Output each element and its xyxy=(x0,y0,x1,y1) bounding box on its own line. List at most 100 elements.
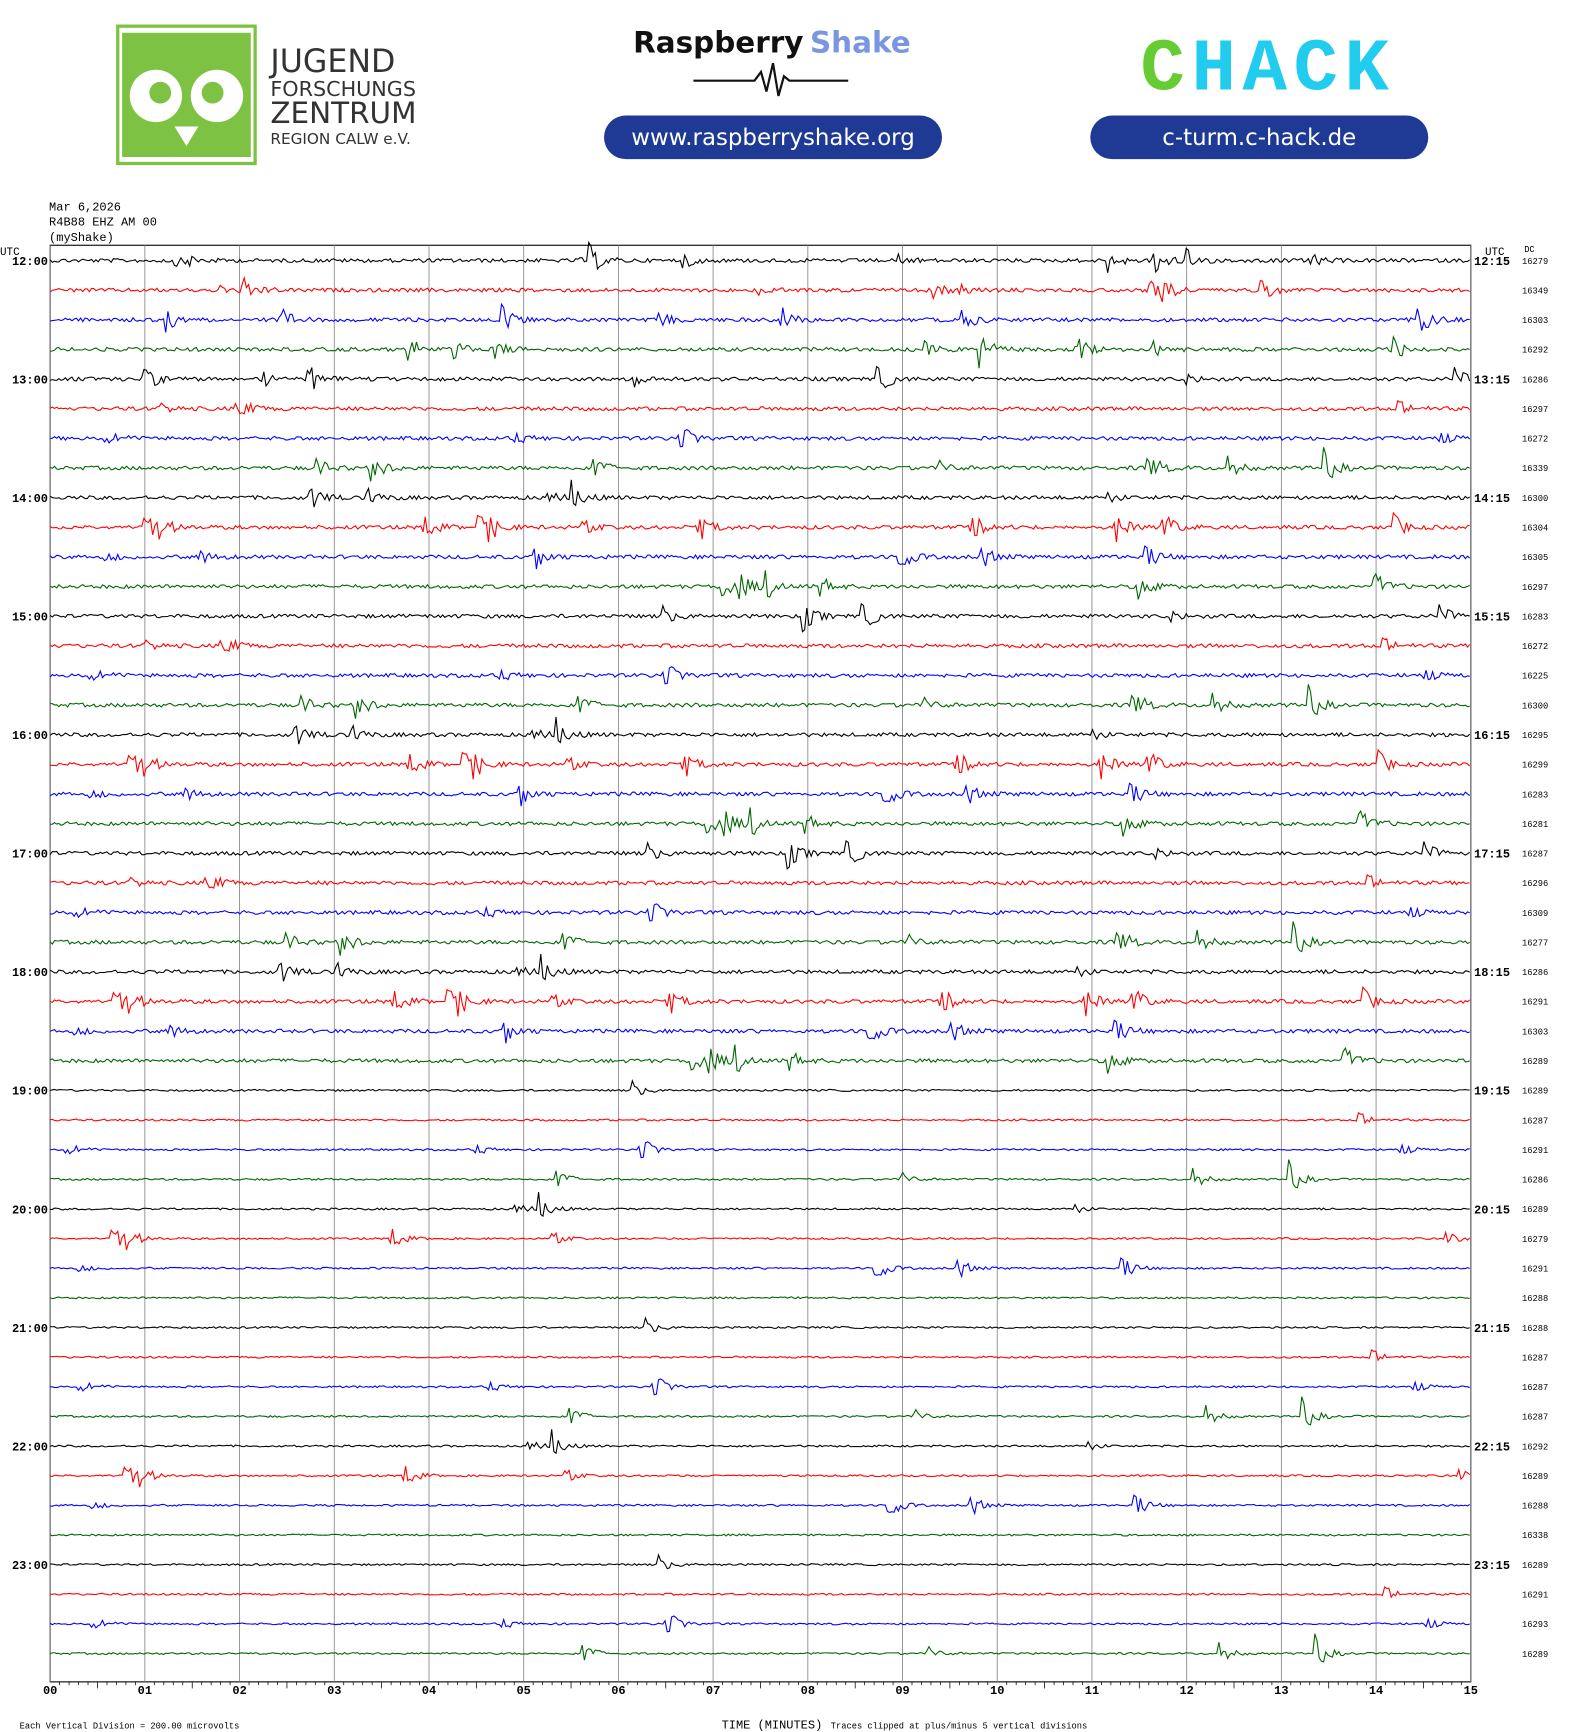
right-time-label: 15:15 xyxy=(1474,611,1510,625)
right-time-label: 16:15 xyxy=(1474,729,1510,743)
right-time-label: 21:15 xyxy=(1474,1322,1510,1336)
trace xyxy=(49,1615,1470,1633)
x-tick-label: 06 xyxy=(611,1684,625,1698)
left-time-label: 21:00 xyxy=(12,1322,48,1336)
trace xyxy=(49,1533,1470,1537)
dc-value: 16289 xyxy=(1522,1472,1548,1482)
trace xyxy=(49,666,1470,685)
trace xyxy=(49,1044,1470,1074)
x-tick-label: 10 xyxy=(990,1684,1004,1698)
dc-value: 16297 xyxy=(1522,405,1548,415)
left-time-label: 23:00 xyxy=(12,1559,48,1573)
rs-squiggle xyxy=(693,62,849,97)
x-tick-label: 09 xyxy=(895,1684,909,1698)
logo-bg xyxy=(122,32,251,157)
dc-value: 16309 xyxy=(1522,909,1548,919)
trace xyxy=(50,1192,1470,1218)
dc-value: 16291 xyxy=(1522,1264,1548,1274)
x-tick-label: 14 xyxy=(1369,1684,1383,1698)
left-time-label: 13:00 xyxy=(12,373,48,387)
chack-logo: CHACK c-turm.c-hack.de xyxy=(1090,28,1429,160)
trace xyxy=(49,1633,1470,1663)
dc-value: 16281 xyxy=(1522,820,1548,830)
dc-value: 16279 xyxy=(1522,257,1548,267)
dc-value: 16289 xyxy=(1522,1205,1548,1215)
dc-value: 16291 xyxy=(1522,998,1548,1008)
trace xyxy=(49,1228,1471,1251)
trace xyxy=(49,986,1471,1017)
trace xyxy=(50,807,1470,837)
dc-value: 16289 xyxy=(1522,1087,1548,1097)
dc-value: 16303 xyxy=(1522,1027,1548,1037)
dc-value: 16300 xyxy=(1522,494,1548,504)
trace xyxy=(50,1586,1471,1599)
right-time-label: 12:15 xyxy=(1474,255,1510,269)
chack-title: CHACK xyxy=(1140,28,1395,112)
trace xyxy=(49,716,1471,745)
dc-value: 16292 xyxy=(1522,346,1548,356)
dc-header: DC xyxy=(1524,245,1534,255)
rs-shake: Shake xyxy=(810,25,911,59)
dc-value: 16305 xyxy=(1522,553,1548,563)
owl-pupil xyxy=(149,81,172,104)
right-time-label: 20:15 xyxy=(1474,1203,1510,1217)
dc-value: 16286 xyxy=(1522,968,1548,978)
trace xyxy=(50,903,1470,922)
trace xyxy=(49,447,1470,482)
dc-value: 16283 xyxy=(1522,612,1548,622)
trace xyxy=(49,275,1470,303)
dc-value: 16287 xyxy=(1522,1116,1548,1126)
dc-value: 16288 xyxy=(1522,1294,1548,1304)
trace xyxy=(49,1296,1470,1300)
jfz-text: FORSCHUNGS xyxy=(270,77,416,101)
right-time-label: 23:15 xyxy=(1474,1559,1510,1573)
right-time-label: 18:15 xyxy=(1474,966,1510,980)
jfz-logo: JUGEND FORSCHUNGS ZENTRUM REGION CALW e.… xyxy=(116,24,417,166)
dc-value: 16299 xyxy=(1522,761,1548,771)
dc-value: 16303 xyxy=(1522,316,1548,326)
left-time-label: 18:00 xyxy=(12,966,48,980)
rs-logo: Raspberry Shake www.raspberryshake.org xyxy=(604,25,942,160)
chack-rest: HACK xyxy=(1191,28,1395,112)
x-tick-label: 11 xyxy=(1085,1684,1099,1698)
trace xyxy=(50,1396,1470,1426)
x-tick-label: 08 xyxy=(801,1684,815,1698)
left-time-label: 14:00 xyxy=(12,492,48,506)
dc-value: 16286 xyxy=(1522,1176,1548,1186)
trace xyxy=(49,570,1470,600)
right-time-label: 17:15 xyxy=(1474,848,1510,862)
x-tick-label: 15 xyxy=(1464,1684,1478,1698)
trace xyxy=(50,1466,1471,1488)
dc-value: 16296 xyxy=(1522,879,1548,889)
dc-value: 16349 xyxy=(1522,286,1548,296)
trace xyxy=(49,240,1471,274)
right-time-label: 19:15 xyxy=(1474,1085,1510,1099)
chack-c: C xyxy=(1140,28,1191,112)
trace xyxy=(50,1111,1470,1125)
trace xyxy=(49,1079,1470,1096)
right-time-label: 13:15 xyxy=(1474,373,1510,387)
rs-title: Raspberry Shake xyxy=(633,25,911,59)
dc-value: 16300 xyxy=(1522,701,1548,711)
left-time-label: 16:00 xyxy=(12,729,48,743)
source: (myShake) xyxy=(49,231,114,245)
trace xyxy=(49,954,1470,982)
dc-value: 16338 xyxy=(1522,1531,1548,1541)
dc-value: 16289 xyxy=(1522,1561,1548,1571)
dc-value: 16339 xyxy=(1522,464,1548,474)
trace xyxy=(50,1159,1470,1189)
dc-value: 16272 xyxy=(1522,642,1548,652)
left-time-label: 15:00 xyxy=(12,611,48,625)
dc-value: 16295 xyxy=(1522,731,1548,741)
utc-left: UTC xyxy=(0,247,20,259)
trace xyxy=(50,1553,1470,1570)
chack-url: c-turm.c-hack.de xyxy=(1162,125,1356,151)
trace xyxy=(50,1316,1470,1333)
left-time-label: 20:00 xyxy=(12,1203,48,1217)
dc-value: 16225 xyxy=(1522,672,1548,682)
left-time-label: 19:00 xyxy=(12,1085,48,1099)
trace xyxy=(49,602,1470,633)
plot-frame xyxy=(49,244,1472,1683)
dc-value: 16287 xyxy=(1522,1383,1548,1393)
